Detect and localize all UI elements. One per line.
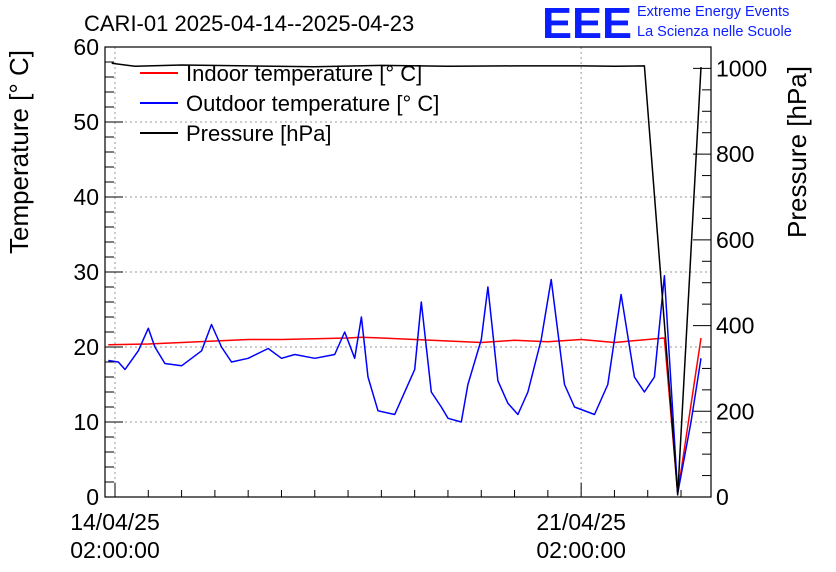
legend-label-2: Pressure [hPa] <box>186 121 332 146</box>
y-tick-label: 20 <box>73 334 99 360</box>
series-line-0 <box>108 336 702 495</box>
y2-axis-label: Pressure [hPa] <box>782 66 812 238</box>
series-line-2 <box>111 62 702 496</box>
x-tick-label-time: 02:00:00 <box>536 537 626 563</box>
y-tick-label: 60 <box>73 34 99 60</box>
eee-logo: EEE <box>542 2 632 42</box>
legend-label-1: Outdoor temperature [° C] <box>186 91 439 116</box>
y-tick-label: 0 <box>86 484 99 510</box>
logo-line-1: Extreme Energy Events <box>637 4 790 20</box>
y2-tick-label: 600 <box>716 227 754 253</box>
y2-tick-label: 800 <box>716 141 754 167</box>
series-layer <box>108 62 702 496</box>
legend: Indoor temperature [° C] Outdoor temperat… <box>140 61 439 146</box>
logo-line-2: La Scienza nelle Scuole <box>637 24 792 40</box>
axis-layer: 01020304050600200400600800100014/04/2502… <box>70 34 767 563</box>
y2-tick-label: 200 <box>716 398 754 424</box>
y2-tick-label: 0 <box>716 484 729 510</box>
eee-logo-text: EEE <box>542 2 632 42</box>
x-tick-label-date: 14/04/25 <box>70 509 160 535</box>
x-tick-label-date: 21/04/25 <box>536 509 626 535</box>
y-axis-label: Temperature [° C] <box>4 50 34 254</box>
series-line-1 <box>108 275 702 495</box>
y2-tick-label: 400 <box>716 313 754 339</box>
y2-tick-label: 1000 <box>716 55 767 81</box>
y-tick-label: 40 <box>73 184 99 210</box>
legend-label-0: Indoor temperature [° C] <box>186 61 422 86</box>
grid-layer <box>105 47 711 497</box>
y-tick-label: 10 <box>73 409 99 435</box>
x-tick-label-time: 02:00:00 <box>70 537 160 563</box>
y-tick-label: 50 <box>73 109 99 135</box>
chart-title: CARI-01 2025-04-14--2025-04-23 <box>84 11 414 36</box>
y-tick-label: 30 <box>73 259 99 285</box>
